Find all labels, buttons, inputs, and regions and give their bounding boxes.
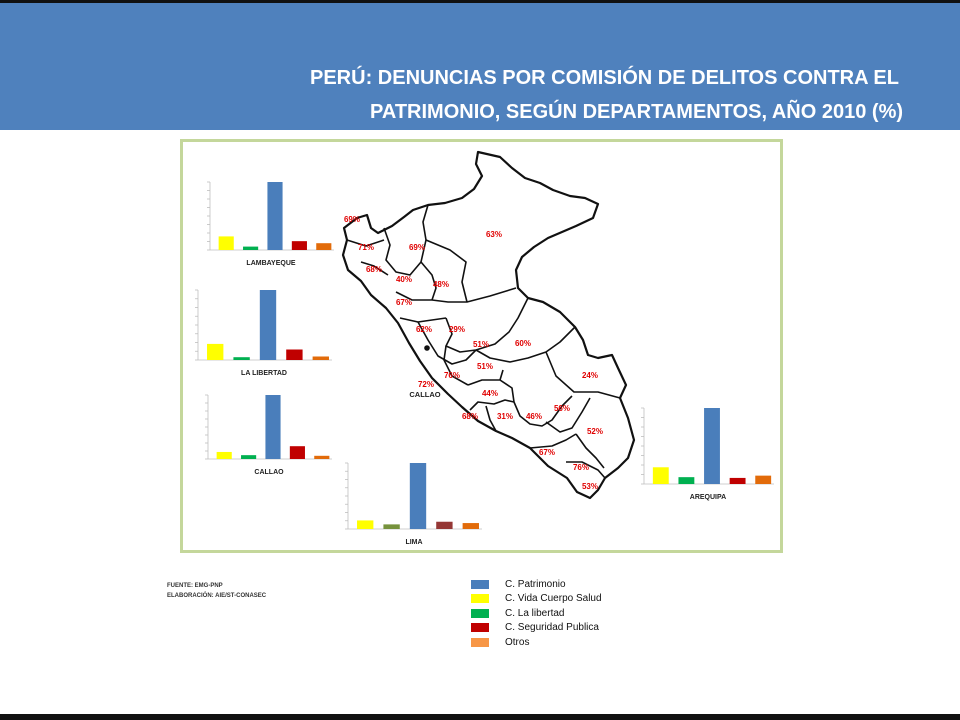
bar [409, 463, 427, 529]
callao-map-label: CALLAO [409, 390, 440, 399]
percent-label: 56% [554, 404, 570, 413]
mini-chart-lima: LIMA [345, 462, 482, 546]
bar [357, 520, 374, 529]
header-banner [0, 3, 960, 130]
legend-item: C. Seguridad Publica [471, 621, 602, 636]
percent-label: 69% [344, 215, 360, 224]
percent-label: 24% [582, 371, 598, 380]
legend-swatch [471, 608, 489, 618]
bar [216, 451, 232, 459]
legend-swatch [471, 579, 489, 589]
bar [462, 523, 479, 529]
percent-label: 67% [396, 298, 412, 307]
percent-label: 71% [358, 243, 374, 252]
bar [218, 236, 234, 250]
mini-chart-callao: CALLAO [205, 394, 332, 476]
percent-label: 46% [526, 412, 542, 421]
percent-label: 40% [396, 275, 412, 284]
page-title-line1: PERÚ: DENUNCIAS POR COMISIÓN DE DELITOS … [310, 67, 899, 89]
percent-label: 44% [482, 389, 498, 398]
percent-label: 76% [573, 463, 589, 472]
bar [233, 357, 250, 360]
bar [265, 395, 281, 459]
source-note: FUENTE: EMG-PNP ELABORACIÓN: AIE/ST-CONA… [167, 581, 266, 601]
bar [243, 246, 259, 250]
mini-chart-la-libertad: LA LIBERTAD [195, 289, 332, 377]
legend-label: C. Patrimonio [505, 578, 566, 590]
bar [678, 477, 695, 484]
percent-label: 63% [486, 230, 502, 239]
percent-label: 51% [477, 362, 493, 371]
callao-marker [424, 345, 430, 351]
bar [704, 408, 720, 484]
bar [755, 475, 772, 484]
bar [207, 343, 224, 360]
bar [652, 467, 669, 484]
bar [286, 349, 303, 360]
percent-label: 72% [418, 380, 434, 389]
bar [267, 182, 283, 250]
mini-chart-lambayeque: LAMBAYEQUE [207, 181, 334, 267]
percent-label: 31% [497, 412, 513, 421]
top-border [0, 0, 960, 3]
chart-title: LIMA [405, 539, 422, 546]
page-title-line2: PATRIMONIO, SEGÚN DEPARTAMENTOS, AÑO 201… [370, 101, 904, 123]
chart-title: CALLAO [254, 469, 284, 476]
legend-label: C. Seguridad Publica [505, 622, 599, 634]
bar [436, 521, 453, 529]
percent-label: 48% [433, 280, 449, 289]
bar [289, 446, 305, 459]
chart-title: LAMBAYEQUE [246, 260, 295, 267]
mini-chart-arequipa: AREQUIPA [641, 407, 774, 501]
elaboration-line: ELABORACIÓN: AIE/ST-CONASEC [167, 593, 267, 599]
chart-title: AREQUIPA [690, 494, 726, 501]
percent-label: 52% [587, 427, 603, 436]
percent-label: 51% [473, 340, 489, 349]
map-outline [341, 150, 636, 500]
bar [383, 524, 400, 529]
legend-item: C. Patrimonio [471, 577, 602, 592]
bar [291, 241, 307, 250]
percent-label: 69% [409, 243, 425, 252]
percent-labels: 69% 71% 69% 68% 40% 48% 67% 63% 62% 29% … [344, 215, 603, 491]
legend-swatch [471, 623, 489, 633]
percent-label: 68% [366, 265, 382, 274]
percent-label: 53% [582, 482, 598, 491]
chart-title: LA LIBERTAD [241, 370, 287, 377]
legend-swatch [471, 594, 489, 604]
bar [314, 455, 330, 459]
bar [259, 290, 277, 360]
department-borders [346, 204, 621, 479]
percent-label: 68% [462, 412, 478, 421]
legend-label: Otros [505, 636, 530, 648]
legend: C. Patrimonio C. Vida Cuerpo Salud C. La… [471, 577, 602, 650]
legend-swatch [471, 637, 489, 647]
legend-item: C. La libertad [471, 606, 602, 621]
bar [316, 243, 332, 250]
legend-label: C. La libertad [505, 607, 565, 619]
percent-label: 76% [444, 371, 460, 380]
source-line: FUENTE: EMG-PNP [167, 583, 223, 589]
legend-label: C. Vida Cuerpo Salud [505, 593, 602, 605]
bar [729, 477, 746, 484]
legend-item: Otros [471, 635, 602, 650]
percent-label: 29% [449, 325, 465, 334]
percent-label: 60% [515, 339, 531, 348]
bottom-border [0, 714, 960, 720]
bar [241, 455, 257, 459]
percent-label: 62% [416, 325, 432, 334]
legend-item: C. Vida Cuerpo Salud [471, 592, 602, 607]
percent-label: 67% [539, 448, 555, 457]
bar [312, 356, 329, 360]
